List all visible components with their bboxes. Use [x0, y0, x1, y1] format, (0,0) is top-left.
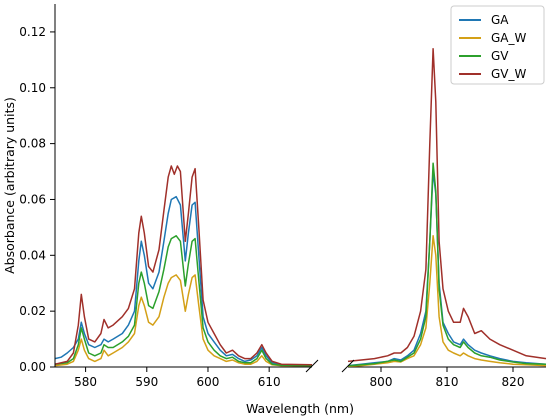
series-line-gv: [347, 162, 547, 367]
x-tick-label: 600: [197, 375, 220, 389]
y-tick-label: 0.02: [19, 304, 46, 318]
x-tick-label: 810: [436, 375, 459, 389]
series-line-ga-w: [347, 235, 547, 367]
y-tick-label: 0.12: [19, 25, 46, 39]
x-axis-label: Wavelength (nm): [246, 401, 354, 416]
y-tick-label: 0.00: [19, 360, 46, 374]
axis-break-mark: [305, 359, 319, 373]
y-tick-label: 0.08: [19, 137, 46, 151]
x-tick-label: 820: [502, 375, 525, 389]
legend-label: GA_W: [491, 31, 527, 45]
x-tick-label: 610: [258, 375, 281, 389]
legend-box: [450, 5, 545, 85]
x-tick-label: 800: [370, 375, 393, 389]
right-panel: 800 810 820: [341, 47, 547, 389]
legend-label: GV: [491, 49, 509, 63]
series-line-gv-w: [54, 165, 313, 366]
y-tick-label: 0.06: [19, 192, 46, 206]
series-line-gv: [54, 235, 313, 367]
y-axis: 0.00 0.02 0.04 0.06 0.08 0.10 0.12: [19, 4, 56, 374]
series-line-ga: [54, 195, 312, 367]
series-line-ga-w: [54, 274, 312, 367]
y-axis-label: Absorbance (arbitrary units): [2, 97, 17, 274]
y-tick-label: 0.10: [19, 81, 46, 95]
legend-label: GV_W: [491, 67, 527, 81]
x-tick-label: 590: [135, 375, 158, 389]
legend: GA GA_W GV GV_W: [450, 5, 545, 85]
x-tick-label: 580: [74, 375, 97, 389]
axis-break-mark: [341, 359, 355, 373]
left-panel: 580 590 600 610: [54, 165, 319, 389]
y-tick-label: 0.04: [19, 248, 46, 262]
legend-label: GA: [491, 13, 509, 27]
series-line-gv-w: [347, 47, 547, 363]
